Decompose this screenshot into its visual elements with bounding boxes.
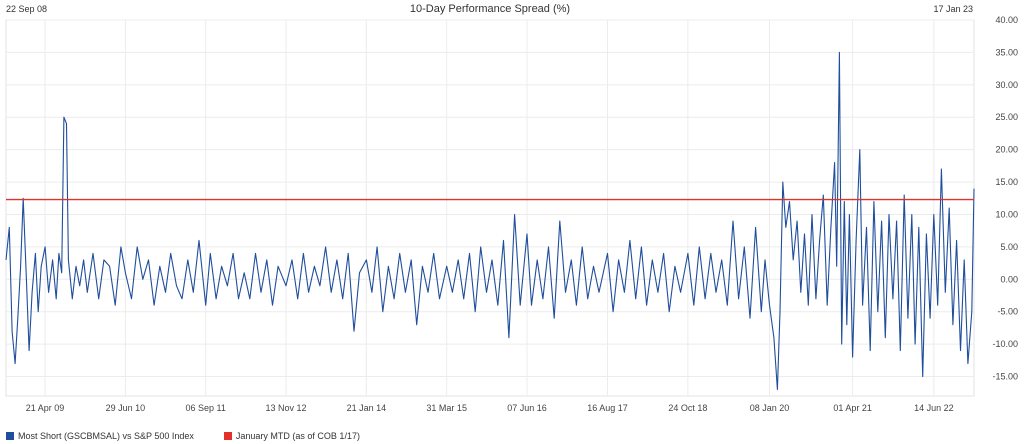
chart-title: 10-Day Performance Spread (%) <box>410 3 570 15</box>
series-line-most-short <box>5 51 975 391</box>
x-tick-label: 06 Sep 11 <box>186 403 226 413</box>
x-tick-label: 24 Oct 18 <box>668 403 707 413</box>
legend: Most Short (GSCBMSAL) vs S&P 500 Index J… <box>6 430 360 442</box>
y-tick-label: -15.00 <box>992 372 1018 382</box>
legend-label-most-short: Most Short (GSCBMSAL) vs S&P 500 Index <box>18 431 194 441</box>
x-tick-label: 29 Jun 10 <box>106 403 146 413</box>
x-tick-label: 21 Apr 09 <box>26 403 65 413</box>
x-tick-label: 21 Jan 14 <box>347 403 387 413</box>
legend-swatch-blue <box>6 432 14 440</box>
y-tick-label: -10.00 <box>992 339 1018 349</box>
y-tick-label: 30.00 <box>995 80 1018 90</box>
x-tick-label: 31 Mar 15 <box>426 403 467 413</box>
end-date-label: 17 Jan 23 <box>933 4 973 14</box>
plot-area <box>5 19 975 397</box>
y-axis-ticks: 40.00 35.00 30.00 25.00 20.00 15.00 10.00 5.00 0… <box>992 15 1018 382</box>
legend-item-most-short: Most Short (GSCBMSAL) vs S&P 500 Index <box>6 430 194 442</box>
x-tick-label: 01 Apr 21 <box>833 403 872 413</box>
x-tick-label: 13 Nov 12 <box>266 403 307 413</box>
start-date-label: 22 Sep 08 <box>6 4 47 14</box>
x-tick-label: 08 Jan 20 <box>750 403 790 413</box>
y-tick-label: 25.00 <box>995 112 1018 122</box>
y-tick-label: 0.00 <box>1000 274 1018 284</box>
y-tick-label: -5.00 <box>997 307 1018 317</box>
legend-item-january-mtd: January MTD (as of COB 1/17) <box>223 430 360 442</box>
y-tick-label: 35.00 <box>995 47 1018 57</box>
x-tick-label: 07 Jun 16 <box>507 403 547 413</box>
legend-swatch-red <box>223 432 232 440</box>
y-tick-label: 40.00 <box>995 15 1018 25</box>
x-tick-label: 16 Aug 17 <box>587 403 628 413</box>
y-tick-label: 10.00 <box>995 209 1018 219</box>
y-tick-label: 5.00 <box>1000 242 1018 252</box>
y-tick-label: 15.00 <box>995 177 1018 187</box>
performance-spread-chart: 40.00 35.00 30.00 25.00 20.00 15.00 10.00 5.00 0… <box>5 3 1018 413</box>
legend-label-january-mtd: January MTD (as of COB 1/17) <box>235 431 360 441</box>
x-tick-label: 14 Jun 22 <box>914 403 954 413</box>
x-axis-ticks: 21 Apr 09 29 Jun 10 06 Sep 11 13 Nov 12 21 J… <box>26 403 954 413</box>
y-tick-label: 20.00 <box>995 145 1018 155</box>
series-layer <box>5 51 975 391</box>
